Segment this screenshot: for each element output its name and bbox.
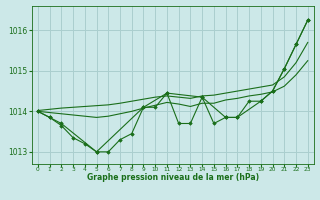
X-axis label: Graphe pression niveau de la mer (hPa): Graphe pression niveau de la mer (hPa) <box>87 173 259 182</box>
